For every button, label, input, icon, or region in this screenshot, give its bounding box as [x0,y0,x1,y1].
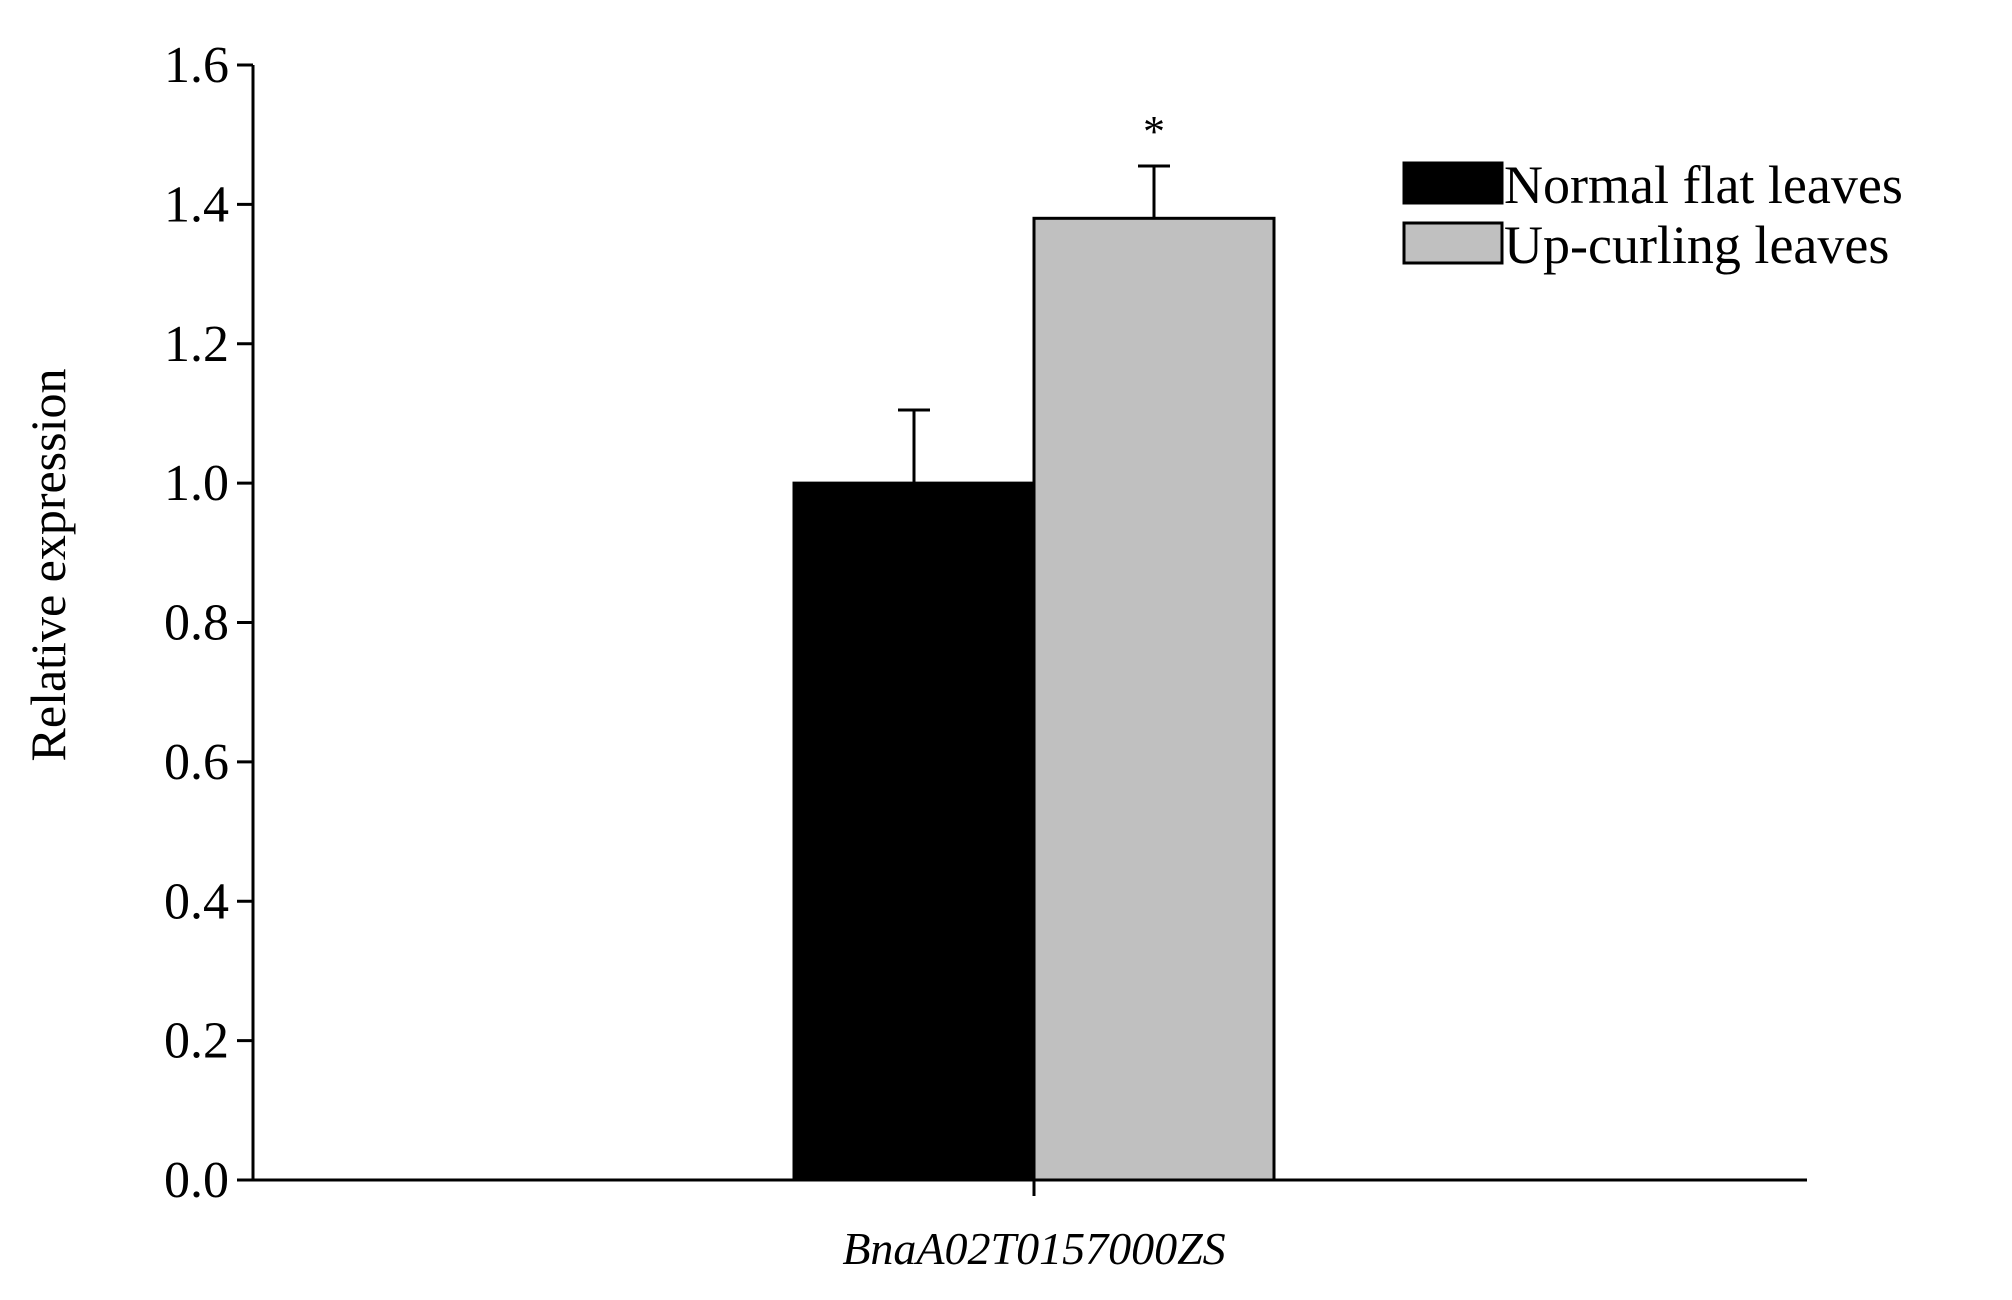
legend-label: Normal flat leaves [1504,155,1903,215]
significance-label: * [1143,107,1165,156]
x-tick-label: BnaA02T0157000ZS [842,1223,1225,1274]
bars: * [792,107,1276,1182]
y-tick-label: 1.0 [164,455,229,512]
y-tick-label: 1.4 [164,176,229,233]
y-tick-label: 0.4 [164,873,229,930]
x-axis: BnaA02T0157000ZS [253,1178,1807,1274]
y-axis: 0.0 0.2 0.4 0.6 0.8 1.0 1.2 1.4 1.6 [164,37,255,1209]
y-tick-label: 1.6 [164,37,229,94]
legend-swatch [1402,161,1504,205]
y-tick-label: 0.8 [164,595,229,652]
legend-swatch [1402,221,1504,265]
bar [792,481,1036,1182]
y-tick-label: 1.2 [164,316,229,373]
y-tick-label: 0.6 [164,734,229,791]
legend-label: Up-curling leaves [1504,215,1889,275]
bar [1032,216,1276,1182]
y-tick-label: 0.2 [164,1013,229,1070]
y-axis-title: Relative expression [20,369,76,762]
y-tick-label: 0.0 [164,1152,229,1209]
